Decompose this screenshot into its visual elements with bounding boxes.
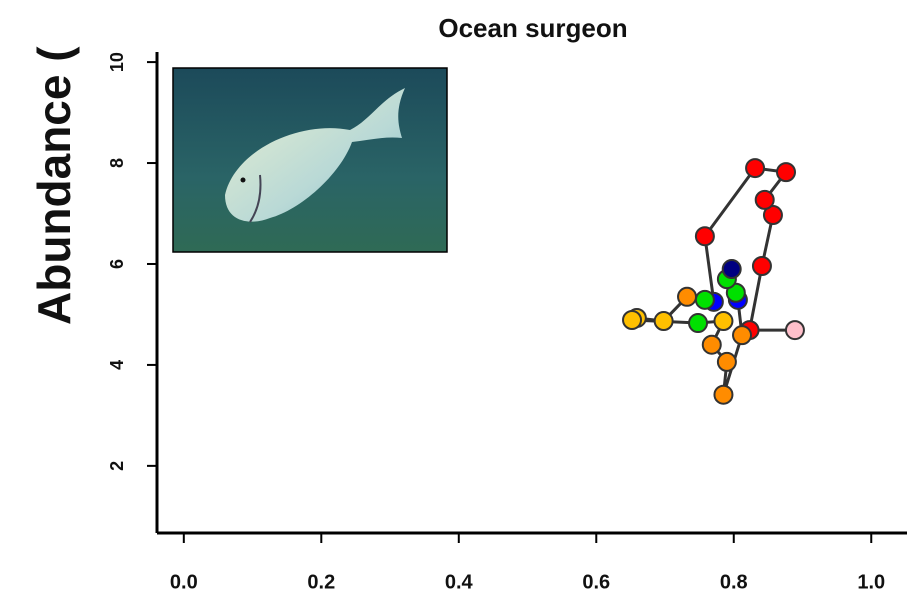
point — [653, 311, 674, 332]
point — [762, 205, 783, 226]
point — [716, 351, 737, 372]
x-tick-label: 0.2 — [307, 571, 335, 593]
fish-photo — [172, 67, 448, 253]
y-tick-label: 4 — [107, 360, 127, 370]
point — [694, 226, 715, 247]
chart-title: Ocean surgeon — [438, 13, 627, 43]
point — [754, 189, 775, 210]
y-axis-label: Abundance ( — [28, 46, 80, 325]
point — [721, 259, 742, 280]
point — [784, 320, 805, 341]
x-tick-label: 0.0 — [170, 571, 198, 593]
y-tick-label: 8 — [107, 158, 127, 168]
point — [732, 325, 753, 346]
point — [688, 313, 709, 334]
point — [776, 162, 797, 183]
x-tick-label: 1.0 — [857, 571, 885, 593]
x-tick-label: 0.4 — [445, 571, 474, 593]
y-tick-label: 6 — [107, 259, 127, 269]
point — [694, 289, 715, 310]
point — [713, 311, 734, 332]
x-tick-label: 0.6 — [582, 571, 610, 593]
y-tick-label: 2 — [107, 461, 127, 471]
point — [677, 286, 698, 307]
x-tick-label: 0.8 — [720, 571, 748, 593]
point — [713, 384, 734, 405]
point — [622, 310, 643, 331]
y-tick-label: 10 — [107, 52, 127, 72]
point — [751, 256, 772, 277]
point — [725, 282, 746, 303]
point — [745, 158, 766, 179]
point — [701, 334, 722, 355]
